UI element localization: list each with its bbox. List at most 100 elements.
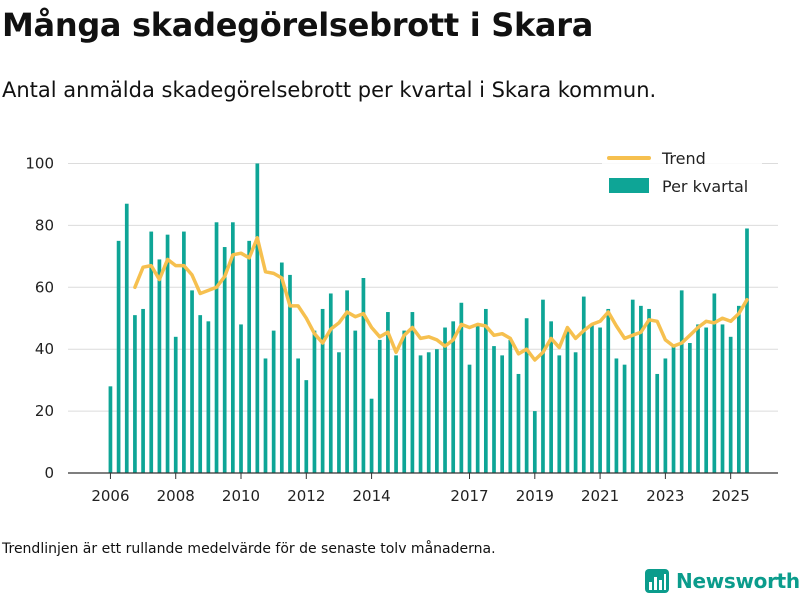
bar [108, 386, 113, 473]
y-tick-label: 60 [35, 278, 54, 296]
bar [133, 315, 137, 473]
bar [483, 308, 488, 473]
bar [116, 240, 121, 473]
bar [435, 349, 439, 473]
bar [190, 290, 194, 473]
bar [418, 355, 423, 473]
bar [655, 373, 660, 473]
bar-series [108, 163, 749, 473]
x-tick-label: 2010 [222, 487, 260, 505]
bar [475, 324, 480, 473]
bar [500, 355, 505, 473]
x-tick-label: 2021 [581, 487, 619, 505]
bar [688, 343, 692, 473]
bar [369, 398, 374, 473]
bar [451, 321, 456, 473]
bar [598, 327, 602, 473]
x-tick-label: 2006 [91, 487, 129, 505]
bar [663, 358, 668, 473]
bar [296, 358, 300, 473]
bar [214, 222, 219, 473]
bar [124, 203, 129, 473]
bar [394, 355, 398, 473]
y-tick-label: 40 [35, 340, 54, 358]
legend: Trend Per kvartal [602, 144, 762, 202]
bar [328, 293, 333, 473]
bar [157, 259, 162, 473]
page-subtitle: Antal anmälda skadegörelsebrott per kvar… [2, 78, 657, 102]
bar [141, 308, 145, 473]
quarterly-chart: 0 20 40 60 80 100 2006 2008 2010 2012 2014 2017 2019… [25, 144, 778, 505]
bar [557, 355, 562, 473]
bar [696, 324, 700, 473]
trend-line [133, 236, 749, 362]
bar [508, 339, 513, 473]
bar [304, 380, 309, 473]
page-title: Många skadegörelsebrott i Skara [2, 6, 593, 44]
grid-lines [68, 162, 778, 412]
bar [320, 308, 325, 473]
x-tick-label: 2017 [450, 487, 488, 505]
bar [671, 346, 676, 473]
bar [647, 308, 651, 473]
bar [149, 231, 154, 473]
bar [182, 231, 186, 473]
bar [312, 330, 317, 473]
bar [353, 330, 358, 473]
bar [532, 411, 537, 473]
bar [622, 364, 627, 473]
bar [206, 321, 211, 473]
brand-logo[interactable]: Newsworthy [644, 568, 800, 594]
brand-name: Newsworthy [676, 569, 800, 593]
bar [728, 336, 733, 473]
bar [279, 262, 284, 473]
axes: 0 20 40 60 80 100 2006 2008 2010 2012 2014 2017 2019… [25, 154, 778, 505]
bar [345, 290, 349, 473]
bar [247, 240, 252, 473]
bar [679, 290, 684, 473]
bar [630, 299, 635, 473]
bar [361, 278, 366, 473]
bar [565, 327, 570, 473]
y-tick-label: 80 [35, 216, 54, 234]
bar [288, 274, 292, 473]
footnote: Trendlinjen är ett rullande medelvärde f… [2, 541, 496, 557]
bar [459, 302, 464, 473]
x-tick-label: 2025 [712, 487, 750, 505]
bar [173, 336, 178, 473]
bar [467, 364, 472, 473]
x-tick-label: 2012 [287, 487, 325, 505]
x-tick-label: 2008 [157, 487, 195, 505]
bar [198, 315, 203, 473]
bar [614, 358, 619, 473]
bar [704, 327, 709, 473]
legend-label: Per kvartal [662, 177, 748, 196]
bar [222, 247, 227, 473]
bar [712, 293, 717, 473]
bar [377, 339, 382, 473]
bar [271, 330, 276, 473]
y-tick-label: 100 [25, 154, 54, 172]
x-tick-label: 2023 [646, 487, 684, 505]
x-tick-label: 2014 [352, 487, 390, 505]
bar [402, 330, 407, 473]
bar [745, 228, 749, 473]
bar [720, 324, 725, 473]
bar [573, 352, 578, 473]
legend-swatch-bars [609, 178, 649, 193]
y-tick-label: 0 [44, 464, 54, 482]
bar [492, 346, 496, 473]
bar [426, 352, 431, 473]
legend-label: Trend [661, 149, 706, 168]
bar [337, 352, 341, 473]
bar [165, 234, 170, 473]
bar [736, 305, 741, 473]
bar [524, 318, 529, 473]
bar [606, 308, 611, 473]
trend-series [133, 236, 749, 362]
bar [231, 222, 235, 473]
y-tick-label: 20 [35, 402, 54, 420]
bar [516, 373, 521, 473]
bar [386, 312, 390, 473]
bar-chart-icon [645, 569, 669, 593]
